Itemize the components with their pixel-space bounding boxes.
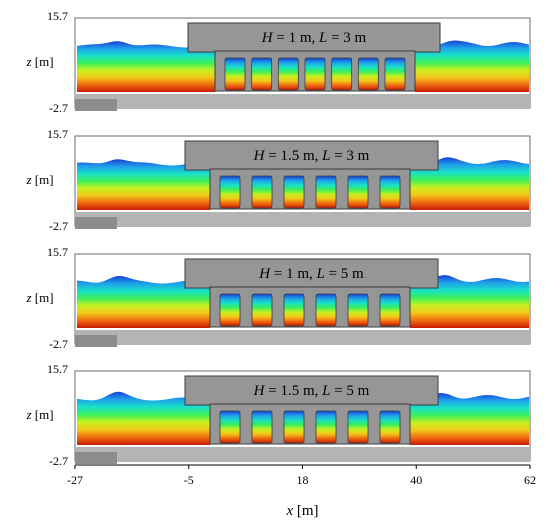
chamber <box>251 175 273 209</box>
chamber <box>331 57 353 91</box>
chamber <box>347 410 369 444</box>
y-axis-label: z [m] <box>25 54 53 69</box>
chamber <box>283 410 305 444</box>
structure-deck <box>187 22 441 53</box>
y-tick-bottom: -2.7 <box>49 219 68 233</box>
tank-floor <box>75 330 530 344</box>
wave-maker-base <box>75 217 117 229</box>
chamber <box>251 57 273 91</box>
y-tick-bottom: -2.7 <box>49 454 68 468</box>
x-tick-label: 62 <box>524 473 536 487</box>
water-upstream <box>77 41 215 92</box>
case-label: H = 1 m, L = 3 m <box>261 30 367 46</box>
chamber <box>315 175 337 209</box>
chamber <box>315 293 337 327</box>
x-axis-label: x [m] <box>285 503 318 519</box>
y-tick-top: 15.7 <box>47 245 68 259</box>
chamber <box>219 293 241 327</box>
y-axis-label: z [m] <box>25 407 53 422</box>
tank-floor <box>75 447 530 461</box>
case-label: H = 1 m, L = 5 m <box>258 266 364 282</box>
x-tick-label: 40 <box>410 473 422 487</box>
structure-body <box>209 168 411 210</box>
water-upstream <box>77 159 210 210</box>
water-downstream <box>410 157 529 210</box>
panel-2: H = 1.5 m, L = 3 m 15.7 -2.7 z [m] <box>25 127 531 233</box>
chamber <box>219 410 241 444</box>
structure-body <box>209 286 411 328</box>
tank-floor <box>75 94 530 108</box>
wave-maker-base <box>75 335 117 347</box>
chamber <box>315 410 337 444</box>
chamber <box>379 410 401 444</box>
case-label: H = 1.5 m, L = 3 m <box>253 148 370 164</box>
structure-deck <box>184 375 439 406</box>
water-upstream <box>77 276 210 328</box>
panels-group: H = 1 m, L = 3 m15.7-2.7z [m]H = 1.5 m, … <box>25 9 531 468</box>
chamber <box>283 293 305 327</box>
panel-4: H = 1.5 m, L = 5 m 15.7 -2.7 z [m] <box>25 362 531 468</box>
x-tick-label: -5 <box>184 473 194 487</box>
x-tick-label: 18 <box>297 473 309 487</box>
chamber <box>277 57 299 91</box>
chamber <box>357 57 379 91</box>
case-label: H = 1.5 m, L = 5 m <box>253 383 370 399</box>
y-tick-bottom: -2.7 <box>49 101 68 115</box>
wave-maker-base <box>75 452 117 464</box>
water-downstream <box>415 40 529 92</box>
y-axis-label: z [m] <box>25 290 53 305</box>
chamber <box>384 57 406 91</box>
chamber <box>219 175 241 209</box>
wave-maker-base <box>75 99 117 111</box>
tank-floor <box>75 212 530 226</box>
chamber <box>379 293 401 327</box>
y-tick-top: 15.7 <box>47 9 68 23</box>
water-downstream <box>410 275 529 328</box>
chamber <box>347 175 369 209</box>
y-tick-top: 15.7 <box>47 362 68 376</box>
x-axis: -27 -5 18 40 62 x [m] <box>67 464 536 519</box>
structure-deck <box>184 140 439 171</box>
x-tick-label: -27 <box>67 473 83 487</box>
chamber <box>251 410 273 444</box>
chamber <box>251 293 273 327</box>
chamber <box>283 175 305 209</box>
water-upstream <box>77 391 210 445</box>
water-downstream <box>410 393 529 445</box>
chamber <box>224 57 246 91</box>
y-tick-top: 15.7 <box>47 127 68 141</box>
chamber <box>347 293 369 327</box>
chamber <box>379 175 401 209</box>
y-axis-label: z [m] <box>25 172 53 187</box>
structure-body <box>209 403 411 445</box>
chamber <box>304 57 326 91</box>
panel-1: H = 1 m, L = 3 m 15.7 -2.7 z [m] <box>25 9 531 115</box>
y-tick-bottom: -2.7 <box>49 337 68 351</box>
panel-3: H = 1 m, L = 5 m 15.7 -2.7 z [m] <box>25 245 531 351</box>
